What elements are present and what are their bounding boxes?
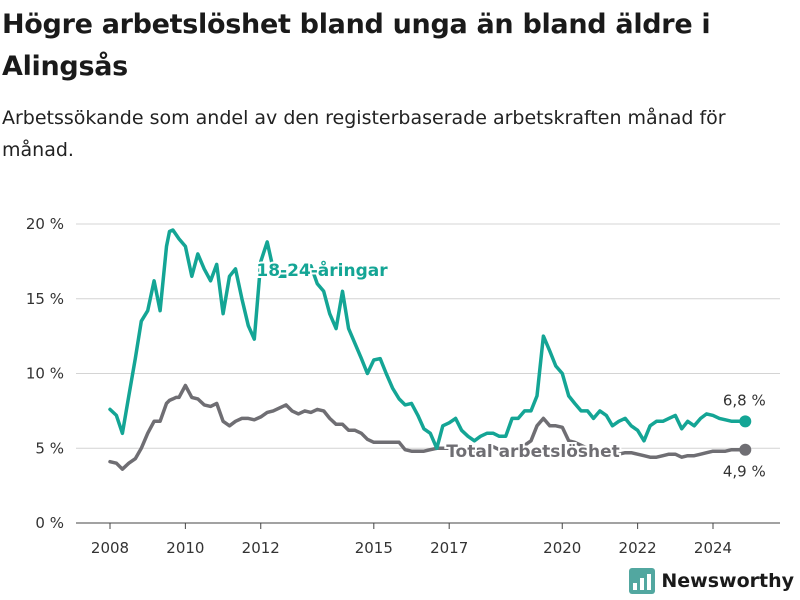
chart-subtitle: Arbetssökande som andel av den registerb… xyxy=(2,107,726,161)
chart-title: Högre arbetslöshet bland unga än bland ä… xyxy=(2,9,711,82)
brand-name: Newsworthy xyxy=(661,570,794,592)
y-tick-label: 5 % xyxy=(35,439,64,457)
y-tick-label: 20 % xyxy=(26,215,64,233)
x-tick-label: 2010 xyxy=(166,539,204,557)
y-tick-label: 0 % xyxy=(35,514,64,532)
total-series-line xyxy=(108,383,747,471)
youth-series-line xyxy=(108,228,747,451)
youth-end-point xyxy=(739,415,752,428)
y-tick-label: 10 % xyxy=(26,365,64,383)
x-tick-label: 2017 xyxy=(430,539,468,557)
total-series-label: Total arbetslöshet xyxy=(446,442,620,462)
total-end-label: 4,9 % xyxy=(723,463,766,481)
x-tick-label: 2008 xyxy=(91,539,129,557)
bar-chart-icon xyxy=(629,568,656,594)
x-tick-label: 2020 xyxy=(543,539,581,557)
x-tick-label: 2015 xyxy=(355,539,393,557)
x-tick-label: 2012 xyxy=(242,539,280,557)
brand-logo[interactable]: Newsworthy xyxy=(629,568,794,594)
x-tick-label: 2022 xyxy=(619,539,657,557)
youth-end-label: 6,8 % xyxy=(723,391,766,409)
youth-series-label: 18-24-åringar xyxy=(256,259,388,281)
y-tick-label: 15 % xyxy=(26,290,64,308)
x-tick-label: 2024 xyxy=(694,539,732,557)
total-end-point xyxy=(739,443,752,456)
